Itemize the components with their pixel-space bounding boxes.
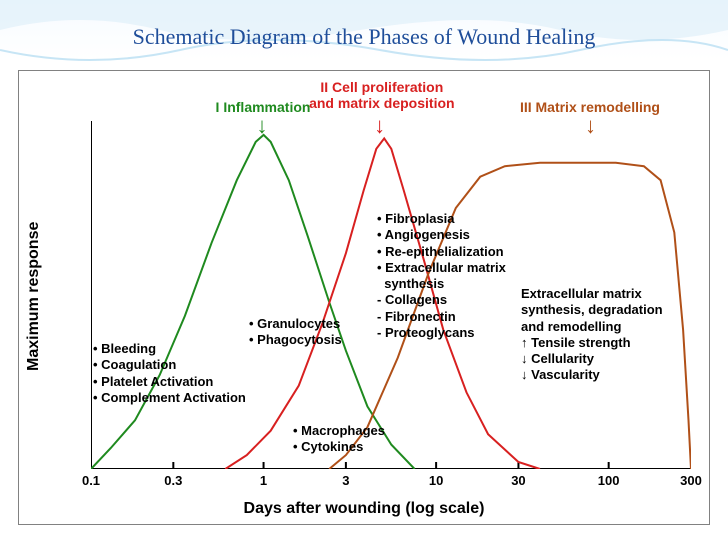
phase1-events-list: • Bleeding • Coagulation • Platelet Acti… [93,341,246,406]
x-tick: 0.3 [164,473,182,488]
phase-2-arrow-icon: ↓ [374,113,385,139]
x-tick: 10 [429,473,443,488]
y-axis-label: Maximum response [25,222,43,371]
phase1-cells-list: • Granulocytes • Phagocytosis [249,316,342,349]
x-tick: 300 [680,473,702,488]
phase3-events-list: Extracellular matrix synthesis, degradat… [521,286,663,384]
phase-1-arrow-icon: ↓ [257,113,268,139]
page-title: Schematic Diagram of the Phases of Wound… [0,24,728,50]
phase2-cells-list: • Macrophages • Cytokines [293,423,385,456]
phase2-events-list: • Fibroplasia • Angiogenesis • Re-epithe… [377,211,506,341]
phase-3-arrow-icon: ↓ [585,113,596,139]
x-tick: 100 [598,473,620,488]
phase-2-label: II Cell proliferation and matrix deposit… [309,79,454,111]
chart-area: I Inflammation ↓ II Cell proliferation a… [91,121,691,469]
diagram-frame: Maximum response I Inflammation ↓ II Cel… [18,70,710,525]
x-tick: 3 [342,473,349,488]
x-tick: 30 [511,473,525,488]
slide: Schematic Diagram of the Phases of Wound… [0,0,728,546]
x-tick: 1 [260,473,267,488]
x-tick: 0.1 [82,473,100,488]
x-axis-label: Days after wounding (log scale) [19,500,709,518]
